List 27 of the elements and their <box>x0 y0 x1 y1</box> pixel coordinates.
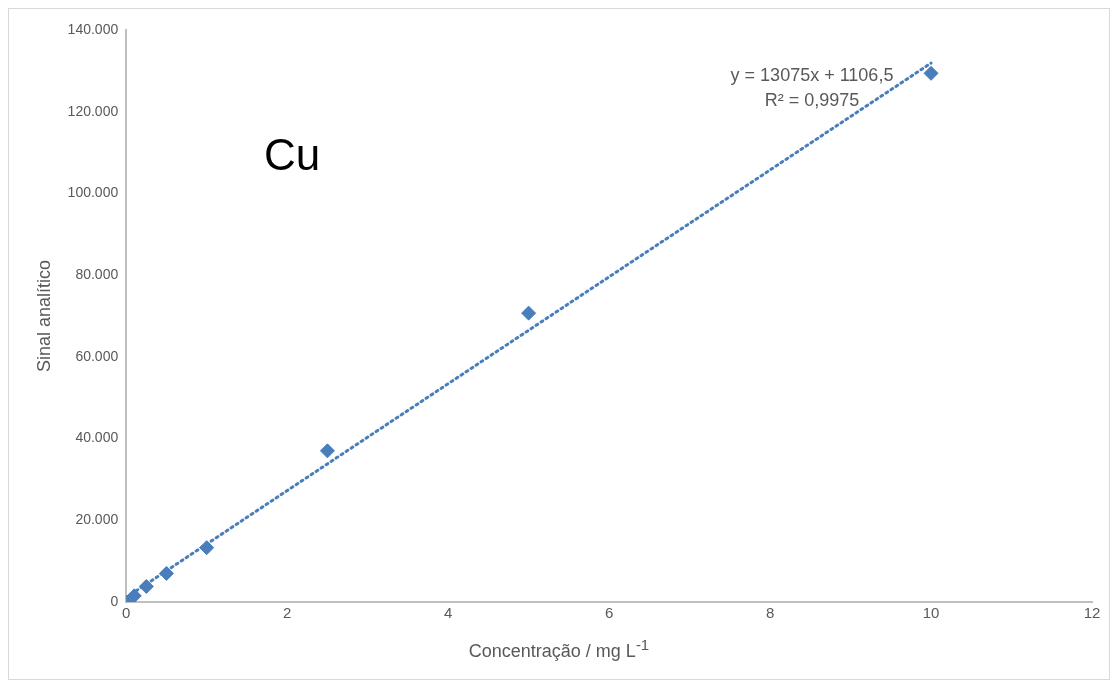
annotation: y = 13075x + 1106,5 <box>730 64 894 85</box>
point <box>138 578 154 594</box>
point <box>923 65 939 81</box>
y-tick-label: 40.000 <box>75 429 119 446</box>
point <box>126 588 142 602</box>
x-tick-label: 8 <box>765 604 775 622</box>
x-tick-label: 6 <box>604 604 614 622</box>
x-tick-label: 2 <box>283 604 292 622</box>
y-tick-label: 140.000 <box>67 20 119 37</box>
point <box>199 540 215 556</box>
x-axis-title: Concentração / mg L$^{-1}$ <box>467 636 651 662</box>
point <box>521 305 537 321</box>
x-tick-label: 12 <box>1083 604 1101 622</box>
point <box>319 443 335 459</box>
y-tick-label: 120.000 <box>67 102 119 119</box>
y-tick-label: 20.000 <box>75 511 119 528</box>
y-tick-label: 60.000 <box>75 347 119 364</box>
x-tick-label: 0 <box>122 604 131 622</box>
annotation: Cu <box>264 130 321 180</box>
y-tick-label: 80.000 <box>75 266 119 282</box>
y-tick-label: 0 <box>110 592 119 609</box>
point <box>158 565 174 581</box>
x-tick-label: 4 <box>443 604 453 622</box>
annotation: R² = 0,9975 <box>764 89 860 110</box>
y-axis-title: Sinal analítico <box>33 259 54 373</box>
x-tick-label: 10 <box>922 604 940 622</box>
y-tick-label: 100.000 <box>67 184 119 201</box>
